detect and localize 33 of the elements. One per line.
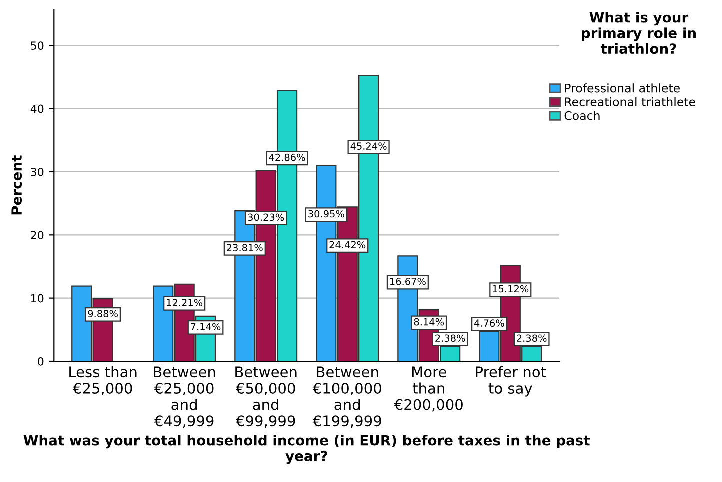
data-label: 2.38% (517, 334, 547, 342)
x-tick-label: More than €200,000 (394, 366, 463, 412)
x-tick-label: Between €25,000 and €49,999 (154, 366, 216, 428)
data-label: 30.95% (308, 210, 344, 218)
data-label: 9.88% (88, 310, 118, 318)
x-tick-label: Between €50,000 and €99,999 (236, 366, 297, 428)
legend-label: Recreational triathlete (565, 97, 696, 107)
data-label: 42.86% (269, 154, 306, 162)
data-label: 7.14% (191, 323, 221, 330)
x-axis-title: What was your total household income (in EUR) before taxes in the past year? (24, 435, 590, 464)
y-tick-label: 20 (31, 231, 44, 240)
y-tick-label: 50 (31, 42, 44, 50)
y-tick-label: 0 (38, 357, 44, 366)
y-axis-title: Percent (12, 156, 22, 215)
data-label: 8.14% (414, 318, 444, 326)
data-label: 4.76% (474, 320, 504, 328)
x-tick-label: Between €100,000 and €199,999 (312, 366, 382, 428)
x-tick-label: Less than €25,000 (70, 366, 137, 396)
data-label: 24.42% (330, 241, 366, 249)
y-tick-label: 30 (31, 168, 44, 176)
legend-label: Professional athlete (565, 84, 680, 93)
x-tick-label: Prefer not to say (476, 366, 546, 397)
data-label: 12.21% (167, 299, 203, 306)
data-label: 23.81% (227, 244, 263, 252)
data-label: 2.38% (436, 334, 466, 342)
data-label: 45.24% (350, 142, 387, 150)
legend-title: What is your primary role in triathlon? (582, 12, 696, 54)
y-tick-label: 40 (30, 104, 44, 114)
y-tick-label: 10 (32, 294, 44, 303)
legend-label: Coach (564, 111, 600, 120)
data-label: 15.12% (493, 285, 529, 293)
data-label: 30.23% (248, 214, 284, 222)
data-label: 16.67% (390, 278, 426, 286)
